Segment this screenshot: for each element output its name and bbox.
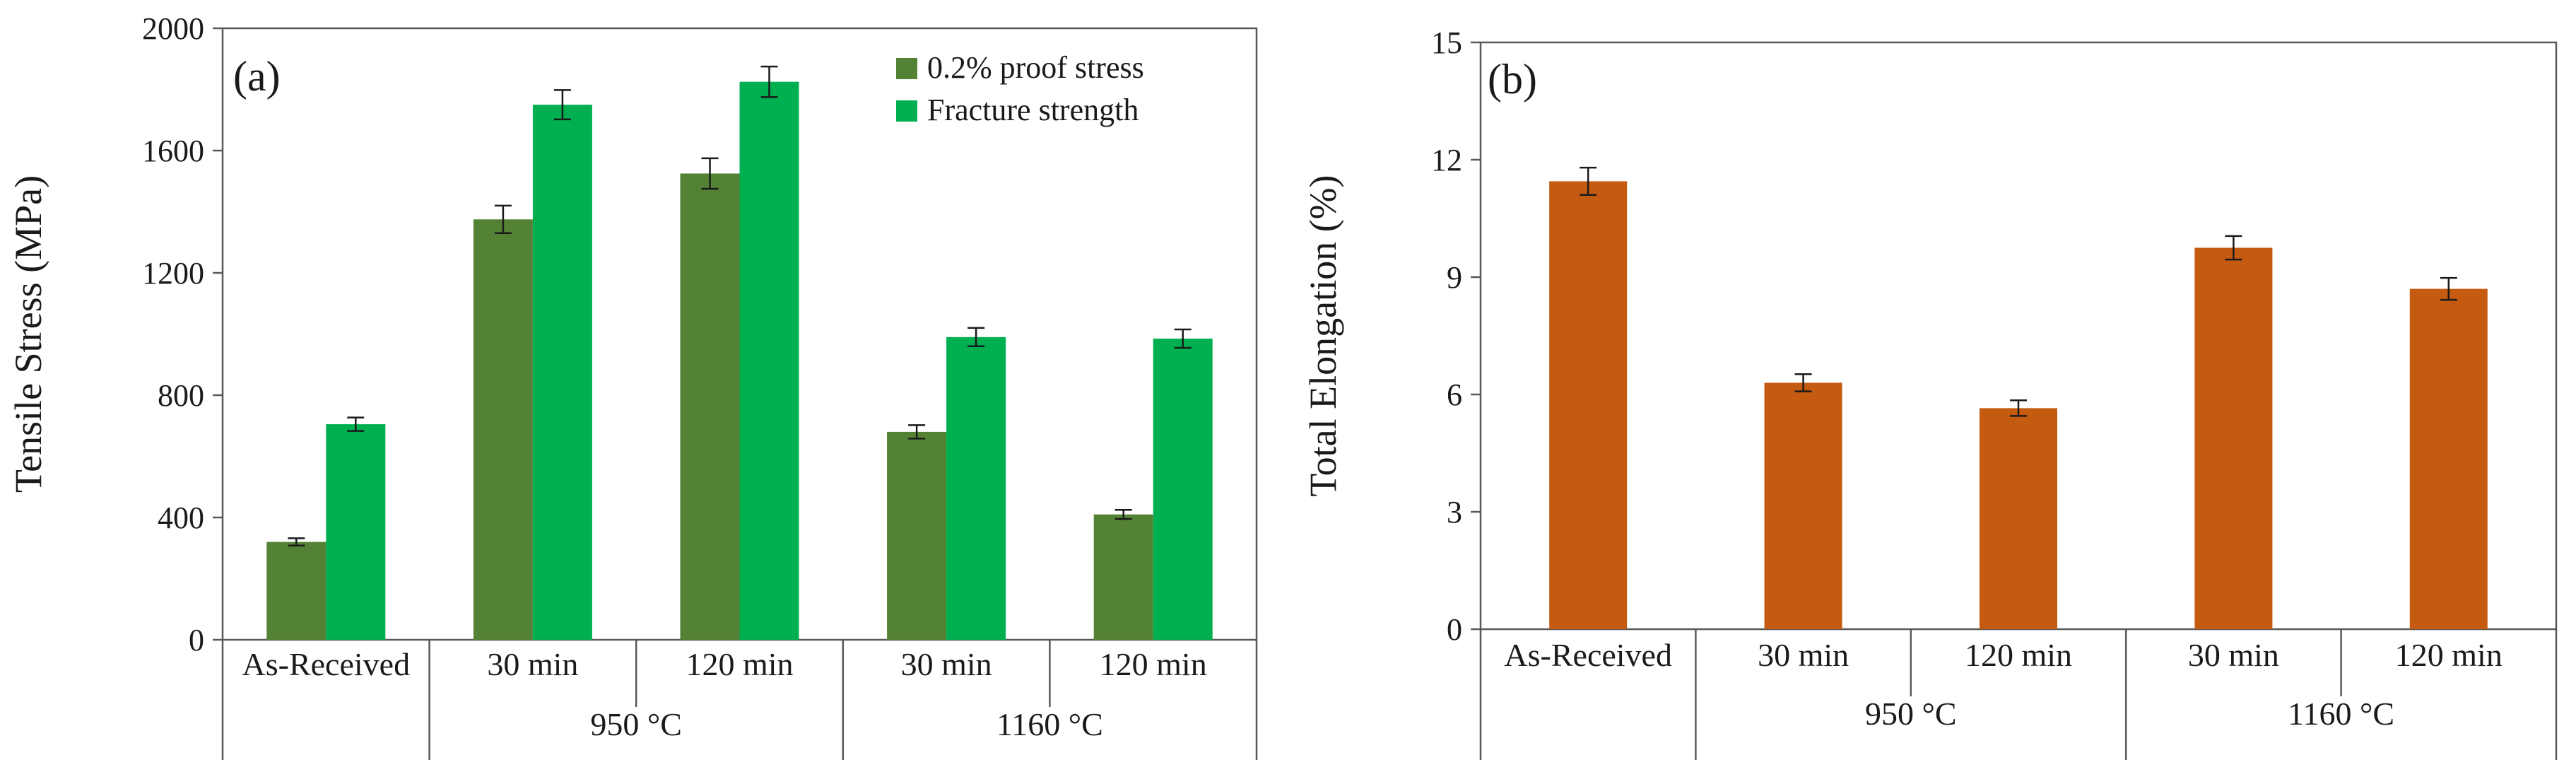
x-category-label: 30 min [2188,637,2279,673]
x-group-label: 1160 °C [996,706,1103,742]
panel-label: (b) [1488,56,1537,103]
x-category-label: 30 min [1758,637,1849,673]
chart-panel-a [213,27,1258,760]
bar [1764,382,1842,629]
y-tick-label: 6 [1447,378,1462,412]
bar [1153,338,1213,640]
y-axis-label: Total Elongation (%) [1302,175,1344,496]
y-tick-label: 0 [189,623,204,657]
bar [532,105,592,640]
bar [887,431,947,640]
y-tick-label: 15 [1431,25,1462,60]
bar [473,219,533,640]
bar [326,424,386,640]
bar [739,81,799,640]
bar [680,173,740,640]
legend-swatch [896,100,917,122]
bar [266,542,327,640]
x-group-label: 950 °C [1865,696,1957,732]
x-category-label: As-Received [1504,637,1672,673]
y-tick-label: 2000 [142,11,204,46]
legend-label: Fracture strength [927,93,1139,127]
bar [946,337,1006,640]
chart-panel-b [1471,41,2558,760]
bar [1549,181,1628,629]
y-tick-label: 0 [1447,612,1462,647]
y-tick-label: 800 [158,378,204,413]
y-tick-label: 1600 [142,134,204,168]
panel-label: (a) [233,53,281,100]
legend-swatch [896,58,917,79]
y-tick-label: 12 [1431,143,1462,177]
y-tick-label: 400 [158,501,204,535]
y-tick-label: 9 [1447,260,1462,295]
x-group-label: 1160 °C [2288,696,2394,732]
bar [2409,288,2488,629]
x-group-label: 950 °C [590,706,682,742]
x-category-label: As-Received [242,646,411,682]
x-category-label: 120 min [686,646,793,682]
legend-label: 0.2% proof stress [927,50,1144,85]
bar [1980,408,2057,629]
bar [2194,247,2273,629]
x-category-label: 120 min [1100,646,1207,682]
x-category-label: 30 min [487,646,578,682]
y-axis-label: Tensile Stress (MPa) [7,175,49,493]
y-tick-label: 3 [1447,495,1462,530]
bar [1093,514,1153,640]
x-category-label: 30 min [901,646,992,682]
x-category-label: 120 min [1965,637,2072,673]
x-category-label: 120 min [2395,637,2503,673]
y-tick-label: 1200 [142,256,204,291]
